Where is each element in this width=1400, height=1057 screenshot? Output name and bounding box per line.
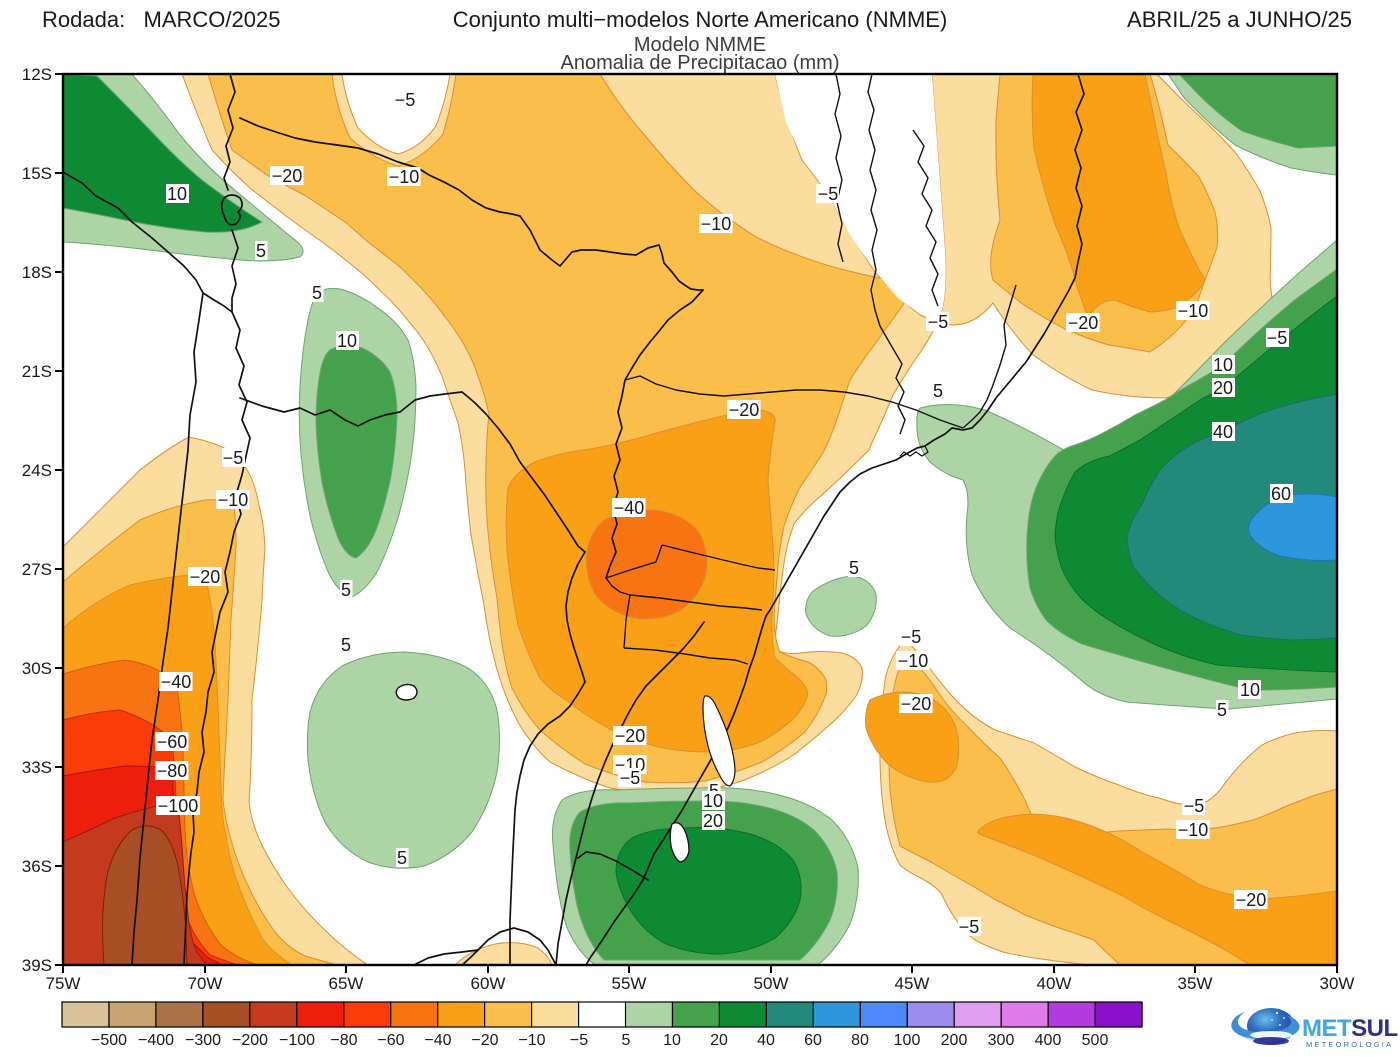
- svg-text:55W: 55W: [612, 974, 647, 993]
- svg-text:5: 5: [933, 381, 943, 401]
- svg-text:−5: −5: [395, 90, 416, 110]
- svg-text:−80: −80: [330, 1032, 357, 1049]
- svg-text:−5: −5: [570, 1032, 588, 1049]
- svg-text:−400: −400: [138, 1032, 174, 1049]
- svg-text:12S: 12S: [22, 65, 52, 84]
- svg-text:5: 5: [849, 558, 859, 578]
- svg-text:5: 5: [312, 283, 322, 303]
- svg-text:100: 100: [894, 1032, 921, 1049]
- svg-text:Anomalia de Precipitacao (mm): Anomalia de Precipitacao (mm): [561, 52, 840, 74]
- svg-text:−5: −5: [818, 184, 839, 204]
- svg-text:20: 20: [1213, 378, 1233, 398]
- svg-text:−20: −20: [1236, 890, 1267, 910]
- svg-text:−20: −20: [901, 694, 932, 714]
- svg-text:500: 500: [1082, 1032, 1109, 1049]
- svg-text:ABRIL/25 a JUNHO/25: ABRIL/25 a JUNHO/25: [1127, 7, 1352, 32]
- svg-text:−10: −10: [218, 490, 249, 510]
- svg-text:5: 5: [341, 635, 351, 655]
- svg-text:5: 5: [256, 241, 266, 261]
- svg-text:20: 20: [703, 811, 723, 831]
- svg-text:−5: −5: [928, 312, 949, 332]
- svg-text:−20: −20: [272, 166, 303, 186]
- svg-text:−100: −100: [279, 1032, 315, 1049]
- svg-text:−100: −100: [158, 796, 199, 816]
- svg-text:10: 10: [337, 331, 357, 351]
- svg-text:30S: 30S: [22, 659, 52, 678]
- svg-text:10: 10: [703, 791, 723, 811]
- svg-text:−40: −40: [424, 1032, 451, 1049]
- svg-text:24S: 24S: [22, 461, 52, 480]
- svg-text:−20: −20: [729, 400, 760, 420]
- svg-text:35W: 35W: [1178, 974, 1213, 993]
- svg-text:60: 60: [1271, 484, 1291, 504]
- svg-text:−80: −80: [157, 761, 188, 781]
- svg-text:−10: −10: [701, 214, 732, 234]
- svg-text:Conjunto multi−modelos Norte A: Conjunto multi−modelos Norte Americano (…: [453, 7, 948, 32]
- svg-text:−40: −40: [614, 498, 645, 518]
- svg-text:−300: −300: [185, 1032, 221, 1049]
- svg-text:200: 200: [941, 1032, 968, 1049]
- svg-text:10: 10: [167, 184, 187, 204]
- svg-text:45W: 45W: [895, 974, 930, 993]
- svg-text:−5: −5: [620, 768, 641, 788]
- svg-text:27S: 27S: [22, 560, 52, 579]
- svg-text:5: 5: [397, 848, 407, 868]
- svg-text:−500: −500: [91, 1032, 127, 1049]
- svg-text:80: 80: [851, 1032, 869, 1049]
- svg-text:Modelo NMME: Modelo NMME: [634, 34, 766, 56]
- svg-text:−200: −200: [232, 1032, 268, 1049]
- svg-text:40: 40: [757, 1032, 775, 1049]
- svg-text:36S: 36S: [22, 857, 52, 876]
- svg-text:65W: 65W: [329, 974, 364, 993]
- svg-text:−20: −20: [1068, 313, 1099, 333]
- svg-text:75W: 75W: [46, 974, 81, 993]
- svg-text:−10: −10: [1178, 820, 1209, 840]
- svg-text:10: 10: [663, 1032, 681, 1049]
- svg-text:18S: 18S: [22, 263, 52, 282]
- svg-text:70W: 70W: [188, 974, 223, 993]
- svg-text:33S: 33S: [22, 758, 52, 777]
- svg-text:40: 40: [1213, 422, 1233, 442]
- svg-text:5: 5: [622, 1032, 631, 1049]
- svg-text:Rodada: MARCO/2025: Rodada: MARCO/2025: [42, 7, 280, 32]
- svg-text:10: 10: [1213, 355, 1233, 375]
- svg-text:−10: −10: [898, 651, 929, 671]
- svg-text:−20: −20: [615, 726, 646, 746]
- svg-text:−20: −20: [471, 1032, 498, 1049]
- svg-text:−5: −5: [223, 448, 244, 468]
- svg-text:−60: −60: [157, 732, 188, 752]
- svg-text:40W: 40W: [1037, 974, 1072, 993]
- svg-text:−5: −5: [959, 917, 980, 937]
- svg-text:−5: −5: [1267, 328, 1288, 348]
- svg-text:400: 400: [1035, 1032, 1062, 1049]
- svg-text:−10: −10: [389, 167, 420, 187]
- svg-text:METSUL: METSUL: [1302, 1015, 1398, 1042]
- svg-text:−10: −10: [518, 1032, 545, 1049]
- svg-text:60W: 60W: [471, 974, 506, 993]
- svg-text:10: 10: [1240, 680, 1260, 700]
- svg-text:30W: 30W: [1320, 974, 1355, 993]
- svg-text:60: 60: [804, 1032, 822, 1049]
- svg-text:5: 5: [341, 580, 351, 600]
- svg-text:−10: −10: [1178, 301, 1209, 321]
- svg-text:−60: −60: [377, 1032, 404, 1049]
- svg-text:−40: −40: [161, 672, 192, 692]
- svg-text:−20: −20: [190, 567, 221, 587]
- svg-text:300: 300: [988, 1032, 1015, 1049]
- svg-text:15S: 15S: [22, 164, 52, 183]
- svg-text:−5: −5: [901, 627, 922, 647]
- svg-text:−5: −5: [1184, 796, 1205, 816]
- svg-text:39S: 39S: [22, 956, 52, 975]
- svg-text:METEOROLOGIA: METEOROLOGIA: [1306, 1040, 1393, 1049]
- svg-text:50W: 50W: [754, 974, 789, 993]
- svg-text:21S: 21S: [22, 362, 52, 381]
- svg-text:20: 20: [710, 1032, 728, 1049]
- svg-text:5: 5: [1217, 700, 1227, 720]
